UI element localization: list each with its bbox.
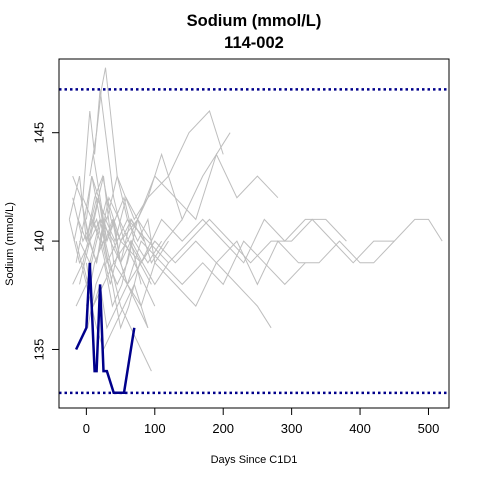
background-series-line-12 [82, 89, 156, 307]
chart-title: Sodium (mmol/L) [187, 12, 322, 30]
background-series-line-22 [77, 174, 145, 243]
background-series-line-7 [72, 240, 306, 308]
background-series-line-17 [85, 239, 152, 330]
y-tick-label-135: 135 [32, 339, 47, 361]
chart-subtitle: 114-002 [224, 34, 284, 52]
y-tick-label-145: 145 [32, 122, 47, 144]
x-tick-label-200: 200 [212, 421, 234, 436]
background-series-line-3 [75, 153, 279, 285]
background-series-line-19 [92, 154, 149, 329]
x-tick-label-0: 0 [83, 421, 90, 436]
y-axis-label: Sodium (mmol/L) [4, 202, 16, 286]
x-tick-label-300: 300 [281, 421, 303, 436]
highlight-series-group [74, 262, 136, 395]
y-tick-label-140: 140 [32, 230, 47, 252]
background-series-line-4 [82, 217, 347, 285]
background-series-line-15 [68, 196, 163, 265]
background-series-line-5 [85, 217, 443, 265]
background-series-line-10 [79, 217, 152, 372]
background-series-line-11 [89, 67, 169, 265]
background-series-line-2 [72, 110, 224, 265]
x-tick-label-100: 100 [144, 421, 166, 436]
x-axis-label: Days Since C1D1 [211, 454, 298, 466]
background-series-line-18 [80, 196, 183, 265]
background-series-line-20 [73, 195, 156, 264]
x-tick-label-400: 400 [349, 421, 371, 436]
highlight-series-line [74, 262, 136, 395]
y-axis: 135 140 145 [32, 122, 60, 360]
x-axis: 0 100 200 300 400 500 [83, 407, 440, 436]
background-series-group [68, 67, 443, 372]
background-series-line-21 [87, 239, 169, 328]
reference-lines-group [59, 88, 449, 395]
x-tick-label-500: 500 [418, 421, 440, 436]
